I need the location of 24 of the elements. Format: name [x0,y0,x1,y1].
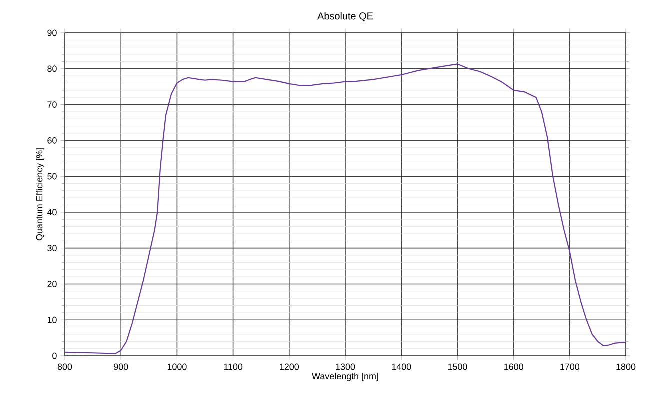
y-tick-label: 40 [47,209,57,216]
y-tick-label: 30 [48,245,57,252]
x-tick-label: 1400 [392,364,412,370]
y-tick-label: 0 [52,352,57,360]
y-axis-title: Quantum Efficiency [%] [36,148,44,241]
y-tick-label: 90 [48,30,57,36]
y-tick-label: 20 [48,281,57,288]
x-tick-label: 1100 [224,364,243,370]
x-tick-label: 1200 [280,364,300,370]
chart-title: Absolute QE [318,12,374,22]
x-tick-label: 1500 [448,364,468,370]
x-tick-label: 1700 [560,364,580,370]
x-tick-label: 900 [114,364,128,370]
x-axis-title: Wavelength [nm] [312,372,378,382]
x-tick-label: 1000 [168,364,187,370]
x-tick-label: 1600 [504,364,524,370]
x-tick-label: 1800 [616,364,636,370]
y-tick-label: 80 [48,66,57,72]
x-tick-label: 1300 [336,364,356,370]
y-tick-label: 50 [48,173,57,180]
y-tick-label: 10 [48,316,57,324]
y-tick-label: 60 [48,137,57,144]
y-tick-label: 70 [48,102,57,108]
x-tick-label: 800 [58,364,72,370]
